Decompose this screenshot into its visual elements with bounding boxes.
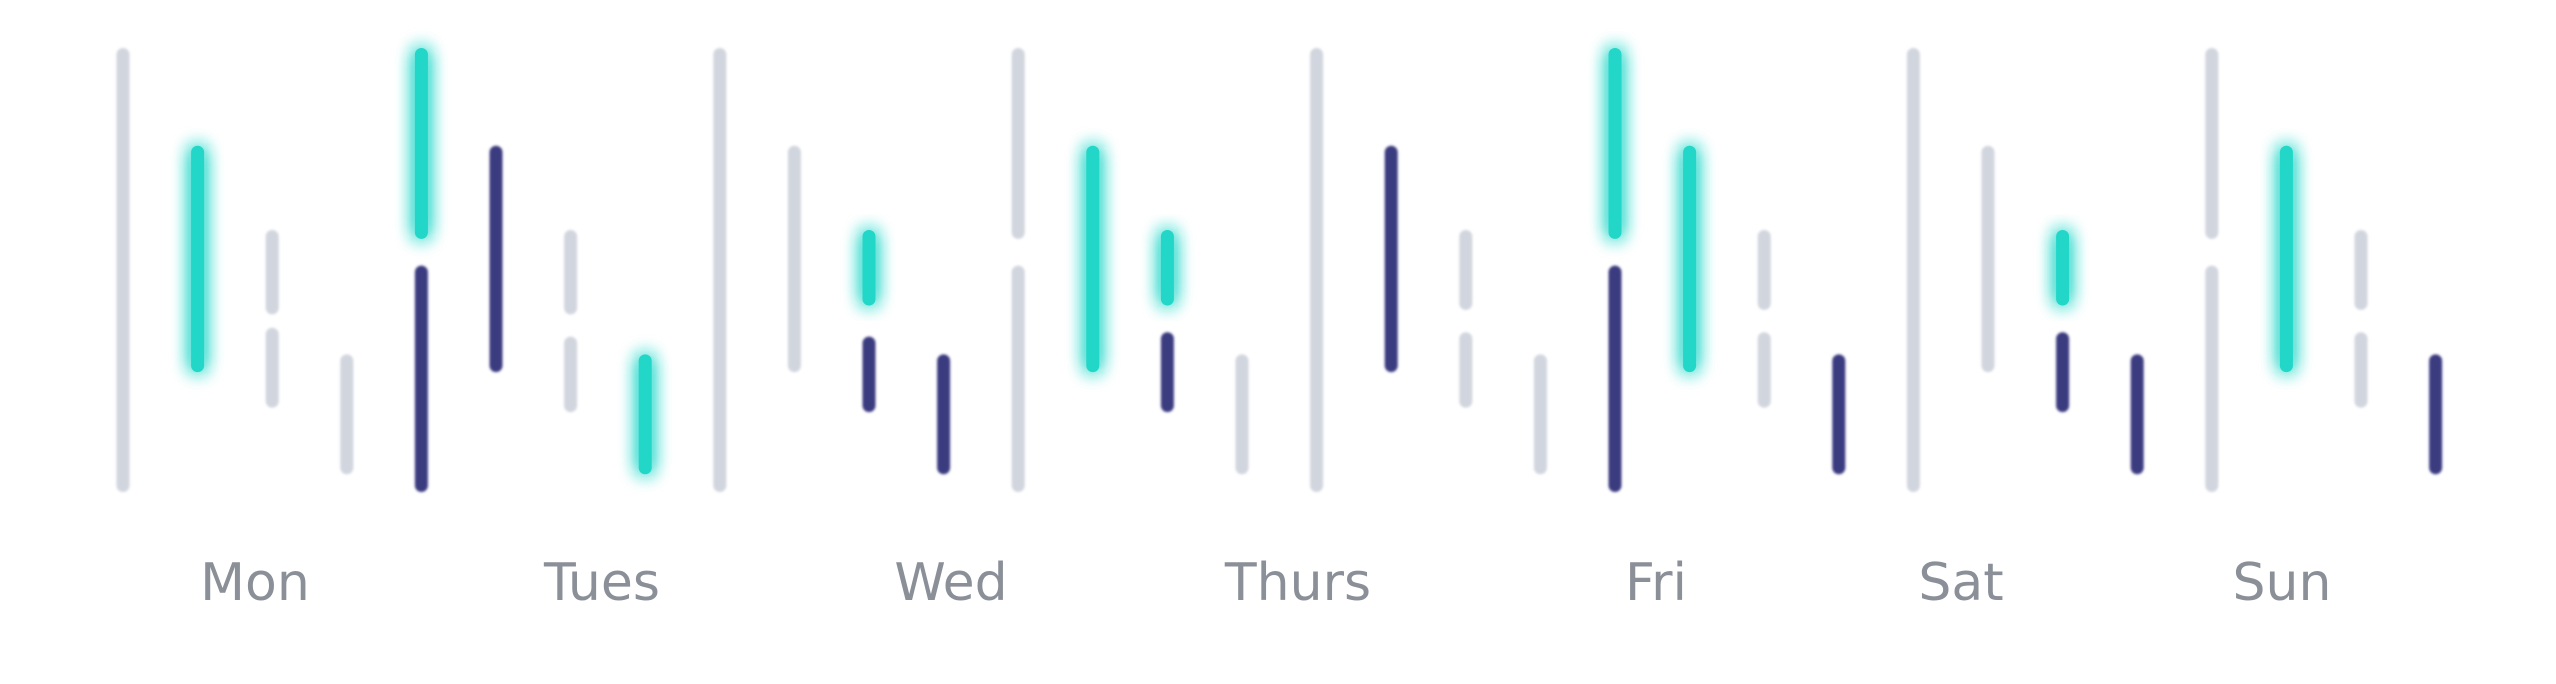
bar-20-segment-1 — [1533, 354, 1547, 475]
bar-29-segment-2 — [2205, 48, 2219, 239]
tick-label-mon: Mon — [200, 553, 310, 613]
bar-23-segment-1 — [1757, 332, 1771, 408]
bar-14-segment-1 — [1086, 145, 1100, 373]
bars-layer — [116, 48, 2443, 492]
bar-1-segment-1 — [116, 48, 130, 492]
bar-6-segment-1 — [489, 145, 503, 373]
bar-10-segment-1 — [787, 145, 801, 373]
bar-16-segment-1 — [1235, 354, 1249, 475]
tick-label-thurs: Thurs — [1224, 553, 1371, 613]
bar-3-segment-1 — [265, 327, 279, 408]
bar-13-segment-2 — [1011, 48, 1025, 239]
bar-15-segment-1 — [1160, 332, 1174, 413]
bar-7-segment-2 — [564, 230, 578, 315]
bar-29-segment-1 — [2205, 265, 2219, 492]
bar-17-segment-1 — [1310, 48, 1324, 492]
tick-label-sat: Sat — [1918, 553, 2003, 613]
bar-4-segment-1 — [340, 354, 354, 475]
bar-19-segment-2 — [1459, 230, 1473, 310]
bar-11-segment-2 — [862, 230, 876, 306]
bar-24-segment-1 — [1832, 354, 1846, 475]
bar-3-segment-2 — [265, 230, 279, 315]
bar-13-segment-1 — [1011, 265, 1025, 492]
tick-label-wed: Wed — [894, 553, 1007, 613]
bar-12-segment-1 — [937, 354, 951, 475]
bar-15-segment-2 — [1160, 230, 1174, 306]
bar-18-segment-1 — [1384, 145, 1398, 373]
bar-21-segment-2 — [1608, 48, 1622, 239]
bar-7-segment-1 — [564, 336, 578, 413]
tick-label-tues: Tues — [543, 553, 660, 613]
bar-21-segment-1 — [1608, 265, 1622, 492]
bar-9-segment-1 — [713, 48, 727, 492]
bar-5-segment-1 — [414, 265, 428, 492]
bar-32-segment-1 — [2429, 354, 2443, 475]
bar-22-segment-1 — [1683, 145, 1697, 373]
bar-2-segment-1 — [191, 145, 205, 373]
bar-11-segment-1 — [862, 336, 876, 413]
bar-27-segment-1 — [2056, 332, 2070, 413]
bar-23-segment-2 — [1757, 230, 1771, 310]
labels-layer: Mon Tues Wed Thurs Fri Sat Sun — [200, 553, 2331, 613]
bar-30-segment-1 — [2279, 145, 2293, 373]
bar-25-segment-1 — [1906, 48, 1920, 492]
bar-5-segment-2 — [414, 48, 428, 239]
tick-label-sun: Sun — [2233, 553, 2332, 613]
tick-label-fri: Fri — [1625, 553, 1687, 613]
bar-19-segment-1 — [1459, 332, 1473, 408]
bar-27-segment-2 — [2056, 230, 2070, 306]
bar-26-segment-1 — [1981, 145, 1995, 373]
bar-31-segment-2 — [2354, 230, 2368, 310]
bar-8-segment-1 — [638, 354, 652, 475]
bar-28-segment-1 — [2130, 354, 2144, 475]
bar-31-segment-1 — [2354, 332, 2368, 408]
